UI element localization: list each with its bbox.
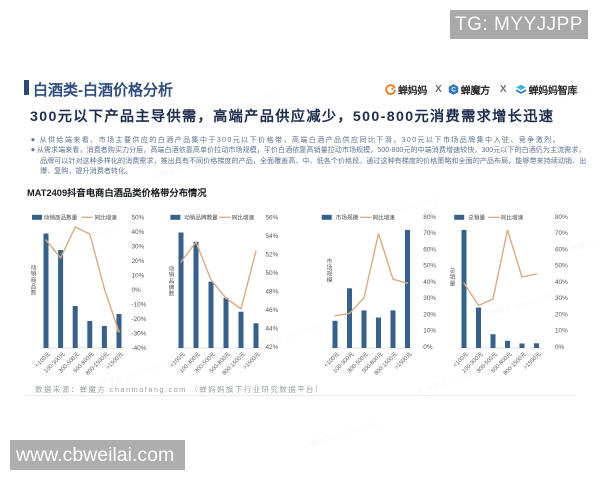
svg-text:同比增速: 同比增速 — [373, 214, 396, 222]
svg-text:同比增速: 同比增速 — [501, 214, 524, 222]
svg-text:60%: 60% — [423, 246, 436, 253]
svg-text:60%: 60% — [555, 246, 568, 253]
svg-text:10%: 10% — [132, 273, 145, 280]
svg-text:总销量: 总销量 — [450, 267, 456, 288]
svg-text:30%: 30% — [132, 244, 145, 251]
svg-text:50%: 50% — [423, 263, 436, 270]
svg-text:56%: 56% — [266, 215, 279, 222]
svg-text:50%: 50% — [132, 215, 145, 222]
svg-text:动销品牌数量: 动销品牌数量 — [184, 214, 218, 222]
svg-text:70%: 70% — [423, 230, 436, 237]
svg-text:40%: 40% — [423, 279, 436, 286]
svg-text:市场规模: 市场规模 — [327, 257, 333, 284]
svg-text:46%: 46% — [266, 307, 279, 314]
svg-text:动销品牌数: 动销品牌数 — [169, 265, 175, 297]
svg-text:同比增速: 同比增速 — [95, 214, 118, 222]
svg-text:10%: 10% — [555, 328, 568, 335]
svg-text:50%: 50% — [266, 270, 279, 277]
svg-text:40%: 40% — [555, 279, 568, 286]
svg-text:80%: 80% — [555, 214, 568, 221]
svg-text:40%: 40% — [132, 229, 145, 236]
svg-text:20%: 20% — [555, 311, 568, 318]
svg-text:0%: 0% — [423, 344, 433, 351]
svg-text:-10%: -10% — [132, 302, 147, 309]
svg-text:42%: 42% — [266, 344, 279, 351]
svg-text:30%: 30% — [423, 295, 436, 302]
svg-text:80%: 80% — [423, 214, 436, 221]
svg-text:动销商品数: 动销商品数 — [31, 264, 37, 296]
svg-text:0%: 0% — [132, 287, 142, 294]
svg-text:54%: 54% — [266, 233, 279, 240]
svg-text:52%: 52% — [266, 252, 279, 259]
svg-text:20%: 20% — [132, 258, 145, 265]
svg-text:-20%: -20% — [132, 316, 147, 323]
svg-text:-40%: -40% — [132, 345, 147, 352]
svg-text:30%: 30% — [555, 295, 568, 302]
svg-text:C: C — [451, 87, 456, 93]
svg-text:44%: 44% — [266, 326, 279, 333]
svg-text:总销量: 总销量 — [468, 214, 485, 222]
svg-text:-30%: -30% — [132, 331, 147, 338]
svg-text:20%: 20% — [423, 311, 436, 318]
svg-text:同比增速: 同比增速 — [232, 214, 255, 222]
svg-text:50%: 50% — [555, 263, 568, 270]
svg-text:市场规模: 市场规模 — [336, 214, 359, 222]
svg-text:70%: 70% — [555, 230, 568, 237]
svg-text:10%: 10% — [423, 328, 436, 335]
svg-text:0%: 0% — [555, 344, 565, 351]
svg-text:动销商品数量: 动销商品数量 — [44, 214, 78, 222]
svg-text:48%: 48% — [266, 289, 279, 296]
